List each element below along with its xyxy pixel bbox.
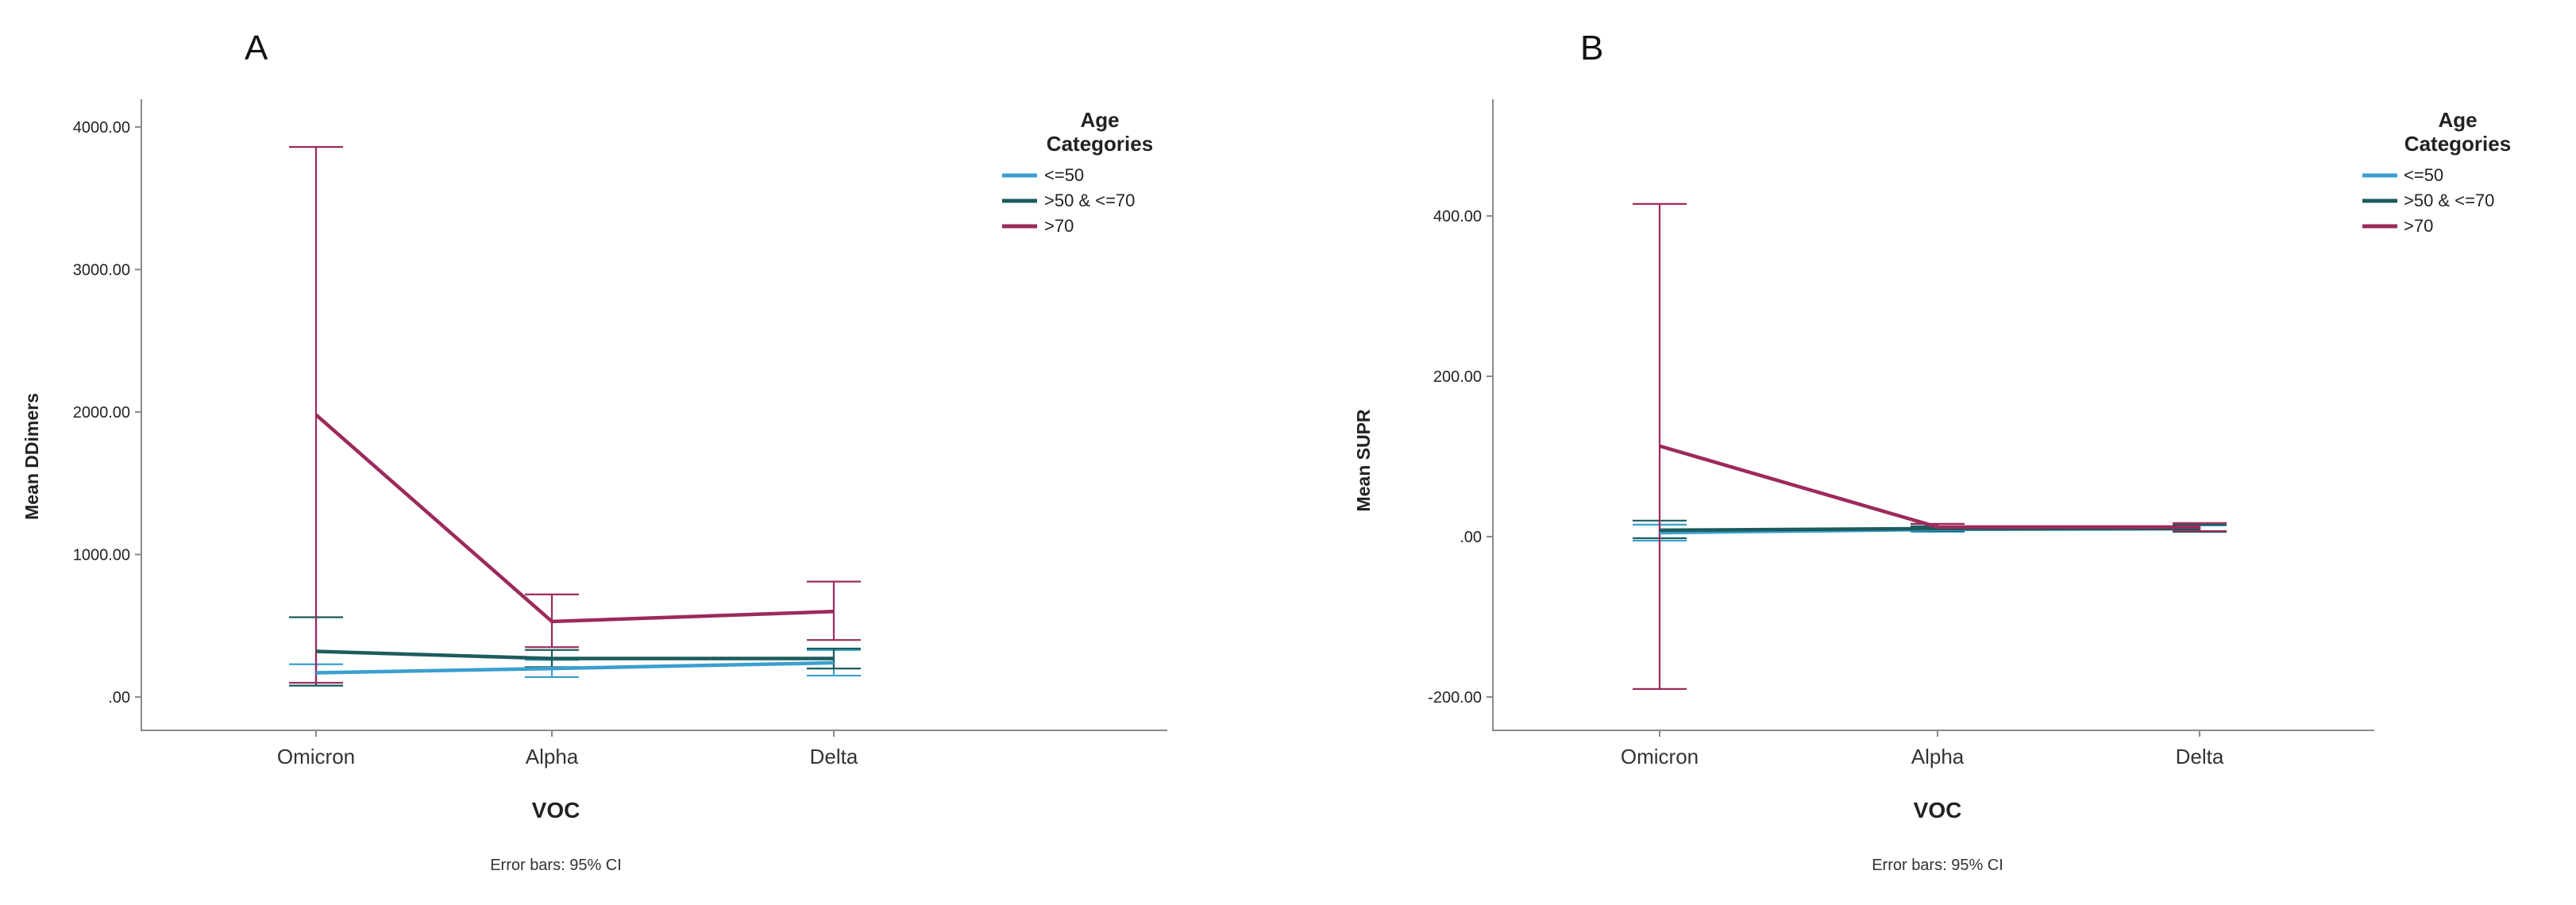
panel-letter: B: [1580, 29, 1603, 67]
legend-title: Age: [2438, 108, 2477, 132]
series-2: [1633, 202, 2227, 691]
series-line: [315, 660, 835, 675]
x-tick-label: Omicron: [277, 745, 355, 768]
legend-label: >70: [1044, 216, 1074, 236]
series-line: [1659, 526, 2200, 533]
x-tick-label: Omicron: [1621, 745, 1699, 768]
y-tick-label: 2000.00: [73, 404, 130, 422]
chart-caption: Error bars: 95% CI: [490, 857, 622, 874]
y-tick-label: -200.00: [1428, 689, 1482, 707]
y-tick-label: 1000.00: [73, 547, 130, 564]
axis-lines: [141, 99, 1167, 731]
legend-title: Categories: [2404, 132, 2511, 156]
chart-caption: Error bars: 95% CI: [1872, 857, 2003, 874]
x-tick-label: Delta: [810, 745, 858, 768]
y-axis-label: Mean DDimers: [21, 393, 42, 520]
series-2: [289, 146, 861, 684]
y-axis-label: Mean SUPR: [1353, 409, 1374, 511]
axis-lines: [1492, 99, 2374, 731]
x-axis-label: VOC: [532, 798, 580, 822]
legend-label: <=50: [2404, 165, 2443, 185]
y-tick-label: 200.00: [1433, 368, 1482, 386]
legend-label: >70: [2404, 216, 2433, 236]
y-tick-label: 4000.00: [73, 119, 130, 137]
series-line: [1659, 444, 2200, 530]
y-tick-label: .00: [1460, 529, 1482, 546]
legend-label: >50 & <=70: [2404, 191, 2494, 210]
series-line: [315, 649, 834, 660]
chart-panel-a: A .00 1000.00 2000.00 3000.00 4000.00 Mean DDi…: [21, 29, 1167, 874]
legend-title: Categories: [1047, 132, 1153, 156]
x-tick-label: Alpha: [526, 745, 579, 768]
x-tick-label: Delta: [2176, 745, 2224, 768]
y-tick-label: .00: [108, 689, 130, 707]
series-line: [314, 413, 835, 624]
y-tick-label: 3000.00: [73, 262, 130, 279]
legend-title: Age: [1080, 108, 1119, 132]
legend-label: <=50: [1044, 165, 1084, 185]
x-tick-label: Alpha: [1911, 745, 1965, 768]
y-tick-label: 400.00: [1433, 208, 1482, 225]
chart-panel-b: B -200.00 .00 200.00 400.00 Mean SUPR Omicron A…: [1353, 29, 2511, 874]
panel-letter: A: [245, 29, 268, 67]
x-axis-label: VOC: [1914, 798, 1962, 822]
legend-label: >50 & <=70: [1044, 191, 1135, 210]
